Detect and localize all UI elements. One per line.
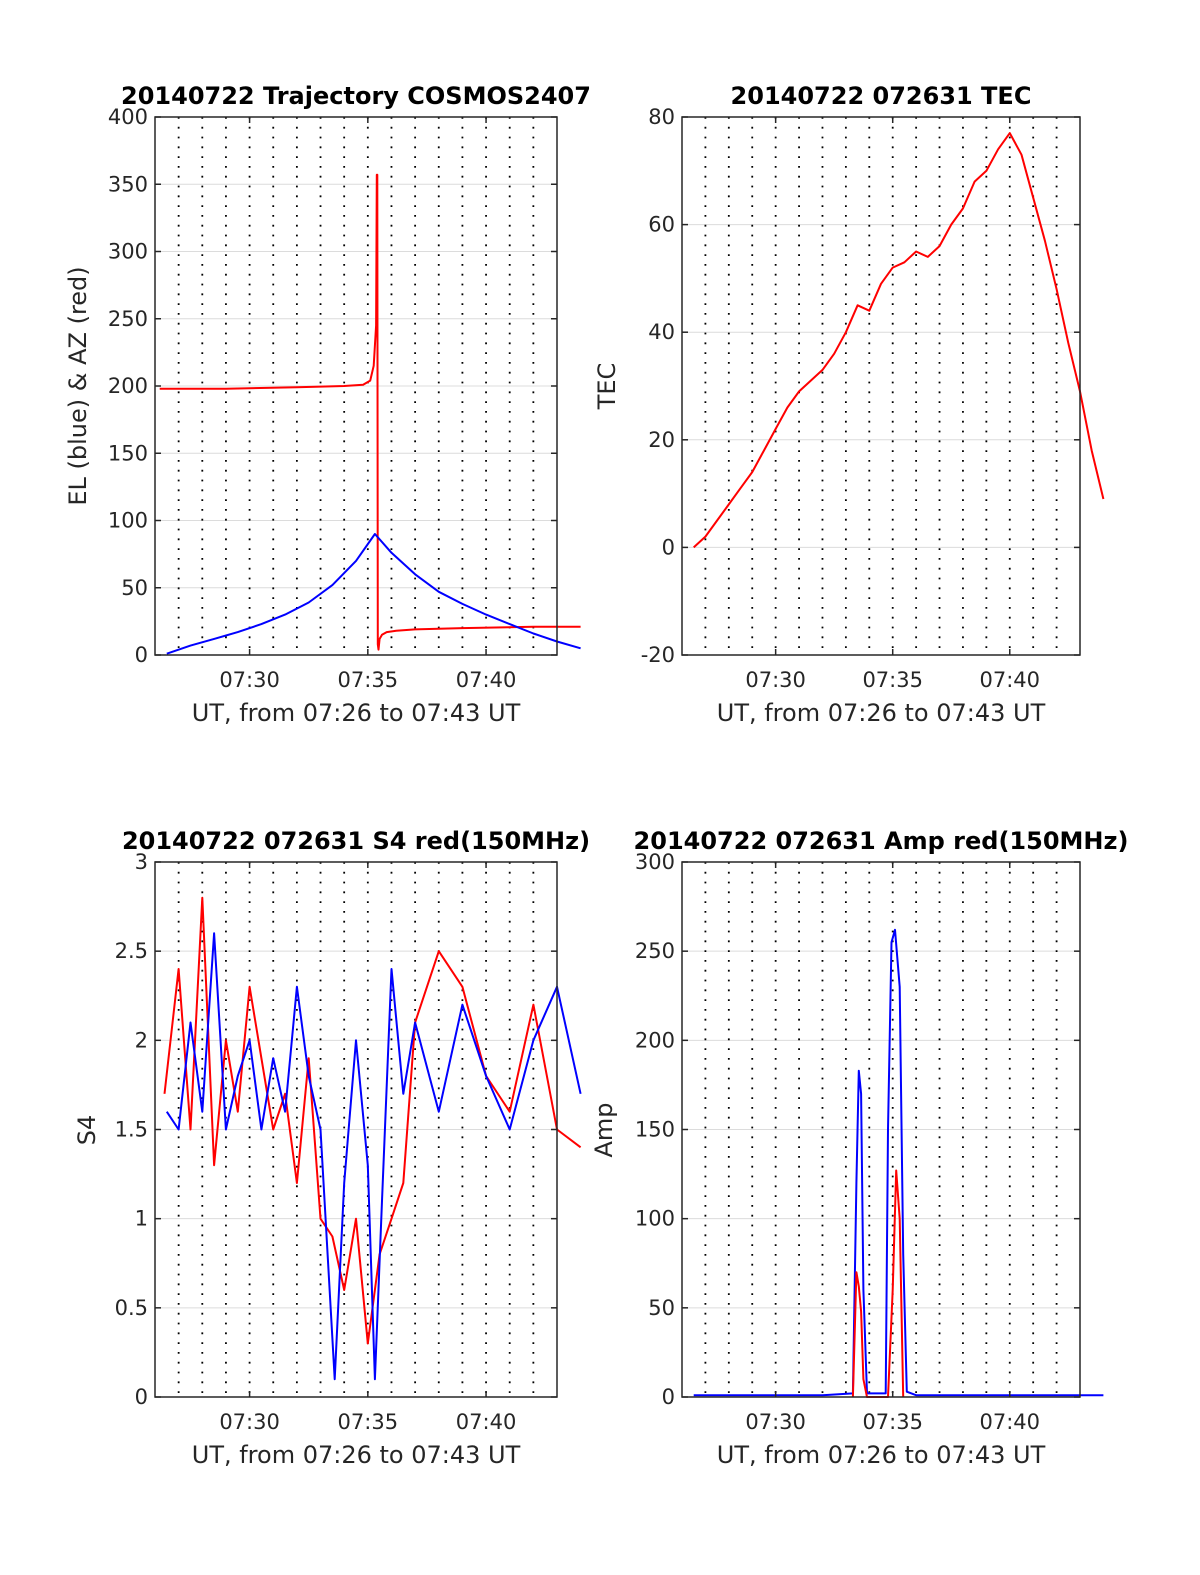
y-tick-label: 2.5 <box>115 939 148 963</box>
series-line-red <box>159 173 581 651</box>
x-tick-label: 07:35 <box>338 668 399 692</box>
y-tick-label: 80 <box>648 105 675 129</box>
y-tick-label: 0 <box>135 643 148 667</box>
y-tick-label: 0.5 <box>115 1296 148 1320</box>
y-axis-label: EL (blue) & AZ (red) <box>64 266 92 505</box>
x-tick-label: 07:30 <box>745 1410 806 1434</box>
x-tick-label: 07:30 <box>745 668 806 692</box>
y-tick-label: 0 <box>662 1385 675 1409</box>
plot-area <box>682 117 1080 655</box>
x-tick-label: 07:30 <box>219 668 280 692</box>
y-tick-label: 40 <box>648 320 675 344</box>
x-tick-label: 07:35 <box>862 668 923 692</box>
series-line-red <box>163 896 582 1345</box>
y-tick-label: 350 <box>108 172 148 196</box>
x-tick-label: 07:40 <box>456 1410 517 1434</box>
axes-box <box>681 116 1081 656</box>
y-tick-label: 150 <box>108 441 148 465</box>
y-tick-label: 250 <box>108 307 148 331</box>
chart-title: 20140722 072631 TEC <box>731 82 1032 110</box>
series-line-blue <box>693 928 1104 1397</box>
y-tick-label: -20 <box>641 643 675 667</box>
y-tick-label: 2 <box>135 1028 148 1052</box>
x-axis-label: UT, from 07:26 to 07:43 UT <box>717 699 1046 727</box>
x-tick-label: 07:30 <box>219 1410 280 1434</box>
y-tick-label: 300 <box>635 850 675 874</box>
y-tick-label: 100 <box>635 1207 675 1231</box>
y-tick-label: 1 <box>135 1207 148 1231</box>
y-tick-label: 200 <box>635 1028 675 1052</box>
y-tick-label: 50 <box>121 576 148 600</box>
trajectory-chart: 0 50 100 150 200 250 300 350 400 07:30 07:35 07:40 2… <box>64 82 591 727</box>
x-axis-label: UT, from 07:26 to 07:43 UT <box>192 1441 521 1469</box>
y-tick-label: 0 <box>662 535 675 559</box>
y-tick-label: 3 <box>135 850 148 874</box>
y-tick-label: 200 <box>108 374 148 398</box>
x-tick-label: 07:35 <box>862 1410 923 1434</box>
amp-chart: 0 50 100 150 200 250 300 07:30 07:35 07:40 2014072… <box>590 827 1128 1469</box>
y-tick-label: 0 <box>135 1385 148 1409</box>
y-axis-label: Amp <box>590 1102 618 1157</box>
x-tick-label: 07:35 <box>338 1410 399 1434</box>
chart-title: 20140722 072631 S4 red(150MHz) <box>122 827 590 855</box>
y-axis-label: TEC <box>593 363 621 411</box>
chart-title: 20140722 Trajectory COSMOS2407 <box>121 82 591 110</box>
y-tick-label: 1.5 <box>115 1118 148 1142</box>
y-tick-label: 300 <box>108 240 148 264</box>
x-tick-label: 07:40 <box>979 1410 1040 1434</box>
y-tick-label: 50 <box>648 1296 675 1320</box>
series-line-red <box>693 132 1105 549</box>
series-line-blue <box>166 533 581 655</box>
s4-chart: 0 0.5 1 1.5 2 2.5 3 07:30 07:35 07:40 20140722 072… <box>73 827 590 1469</box>
tec-chart: -20 0 20 40 60 80 07:30 07:35 07:40 20140722 0726… <box>593 82 1105 727</box>
y-axis-label: S4 <box>73 1115 101 1146</box>
x-tick-label: 07:40 <box>456 668 517 692</box>
y-tick-label: 20 <box>648 428 675 452</box>
y-tick-label: 250 <box>635 939 675 963</box>
y-tick-label: 100 <box>108 509 148 533</box>
x-tick-label: 07:40 <box>979 668 1040 692</box>
chart-title: 20140722 072631 Amp red(150MHz) <box>634 827 1129 855</box>
x-axis-label: UT, from 07:26 to 07:43 UT <box>192 699 521 727</box>
y-tick-label: 400 <box>108 105 148 129</box>
y-tick-label: 60 <box>648 213 675 237</box>
y-tick-label: 150 <box>635 1118 675 1142</box>
series-line-blue <box>165 932 582 1381</box>
x-axis-label: UT, from 07:26 to 07:43 UT <box>717 1441 1046 1469</box>
